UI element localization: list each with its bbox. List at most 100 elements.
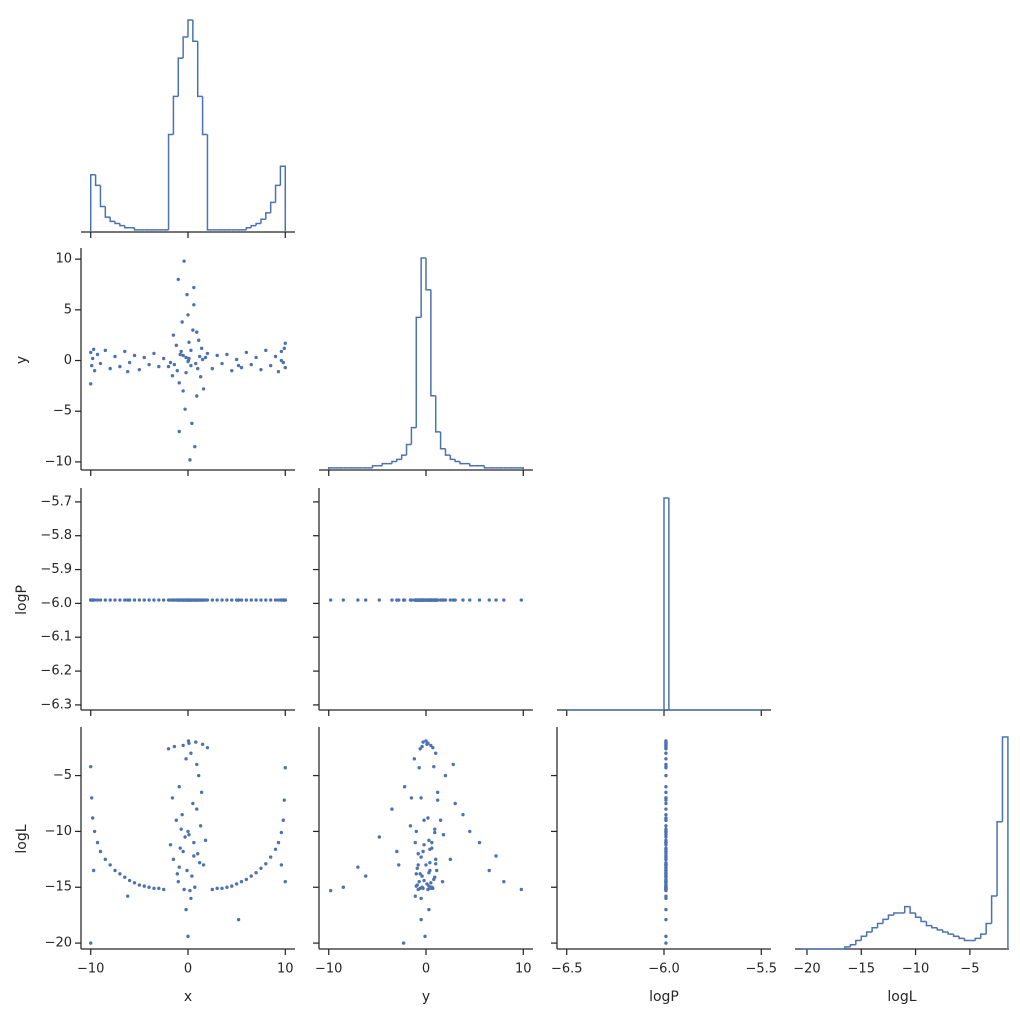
scatter-point <box>461 812 465 817</box>
scatter-point <box>184 757 188 761</box>
scatter-point <box>230 598 234 602</box>
scatter-point <box>414 872 418 876</box>
histogram-step <box>327 467 334 470</box>
scatter-point <box>494 854 498 858</box>
scatter-point <box>197 860 202 865</box>
scatter-point <box>664 798 668 802</box>
y-tick-label: −6.0 <box>40 596 72 611</box>
scatter-point <box>205 598 210 602</box>
scatter-point <box>178 352 182 357</box>
x-tick-label: −6.5 <box>551 962 583 977</box>
scatter-point <box>176 277 180 282</box>
scatter-point <box>178 846 182 850</box>
scatter-point <box>194 361 198 366</box>
scatter-point <box>414 829 418 834</box>
scatter-point <box>236 917 241 922</box>
scatter-point <box>664 871 668 875</box>
x-tick-label: 10 <box>515 962 532 977</box>
scatter-point <box>664 907 668 912</box>
scatter-point <box>181 598 185 602</box>
scatter-point <box>468 829 472 834</box>
scatter-point <box>188 458 192 462</box>
scatter-point <box>236 363 241 368</box>
scatter-point <box>171 857 176 862</box>
scatter-point <box>239 879 244 884</box>
y-tick-label: −6.1 <box>40 630 72 645</box>
histogram-step <box>410 426 417 445</box>
scatter-point <box>419 896 423 901</box>
scatter-point <box>89 350 93 355</box>
scatter-point <box>440 879 445 884</box>
scatter-point <box>283 879 287 884</box>
scatter-point <box>175 368 179 373</box>
scatter-point <box>664 855 668 859</box>
scatter-point <box>424 739 428 743</box>
histogram-step <box>439 431 446 450</box>
scatter-point <box>192 303 196 307</box>
scatter-point <box>279 863 284 867</box>
scatter-point <box>259 367 263 372</box>
scatter-point <box>152 886 156 891</box>
scatter-point <box>273 354 278 359</box>
scatter-point <box>440 598 445 602</box>
scatter-point <box>409 598 414 602</box>
histogram-step <box>882 918 889 924</box>
scatter-point <box>132 353 137 358</box>
histogram-step <box>420 257 426 318</box>
scatter-point <box>190 874 194 878</box>
x-tick-label: 10 <box>277 962 294 977</box>
scatter-point <box>127 360 132 365</box>
scatter-point <box>220 886 224 891</box>
scatter-point <box>123 349 127 354</box>
histogram-step <box>104 206 111 218</box>
scatter-point <box>184 370 188 375</box>
histogram-step <box>172 95 179 135</box>
scatter-point <box>195 598 199 602</box>
histogram-step <box>980 933 987 939</box>
x-axis-label: logL <box>887 989 916 1005</box>
scatter-point <box>477 840 482 845</box>
scatter-point <box>259 598 263 602</box>
scatter-point <box>431 745 435 750</box>
scatter-point <box>664 830 668 835</box>
y-axis-label: y <box>14 356 30 364</box>
scatter-point <box>249 362 253 367</box>
scatter-point <box>426 887 430 892</box>
scatter-point <box>118 872 122 876</box>
scatter-point <box>125 369 130 374</box>
scatter-point <box>279 598 284 602</box>
histogram-step <box>996 821 1003 896</box>
scatter-point <box>98 598 103 602</box>
scatter-point <box>664 840 668 845</box>
scatter-point <box>118 364 122 369</box>
scatter-point <box>210 598 215 602</box>
scatter-point <box>123 598 127 602</box>
scatter-point <box>166 598 171 602</box>
scatter-point <box>181 353 185 358</box>
scatter-point <box>425 882 429 886</box>
scatter-point <box>108 598 112 602</box>
scatter-point <box>453 801 457 806</box>
x-tick-label: −5 <box>960 962 979 977</box>
scatter-point <box>203 355 208 360</box>
y-tick-label: −10 <box>45 454 72 469</box>
scatter-point <box>192 598 196 602</box>
scatter-point <box>179 349 183 354</box>
scatter-point <box>157 598 161 602</box>
scatter-point <box>182 259 186 263</box>
scatter-point <box>185 868 189 873</box>
scatter-point <box>186 829 190 834</box>
scatter-point <box>190 421 194 426</box>
scatter-point <box>254 355 258 360</box>
scatter-point <box>390 598 394 602</box>
scatter-point <box>103 348 108 353</box>
histogram-step <box>430 289 436 397</box>
histogram-step <box>381 462 388 466</box>
scatter-point <box>90 796 94 800</box>
scatter-point <box>192 854 196 858</box>
scatter-point <box>356 598 360 602</box>
scatter-point <box>282 346 286 351</box>
scatter-point <box>132 598 137 602</box>
scatter-point <box>417 766 421 770</box>
y-tick-label: −15 <box>45 880 72 895</box>
